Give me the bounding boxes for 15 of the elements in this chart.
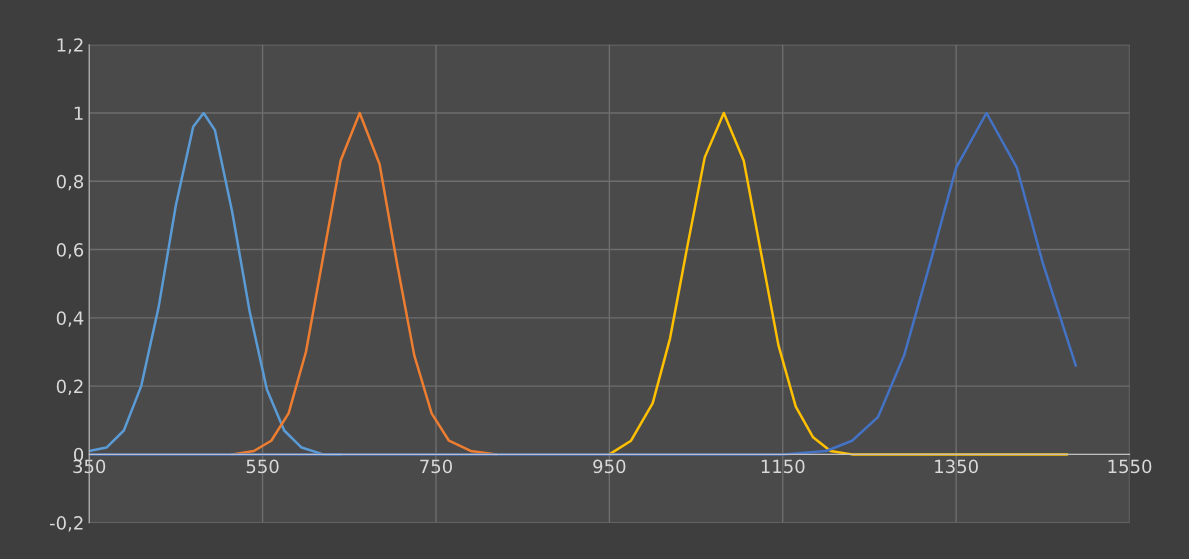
y-tick-label: 0,8 bbox=[56, 174, 84, 191]
y-tick-label: 0,6 bbox=[56, 243, 84, 259]
y-tick-label: 1,2 bbox=[57, 38, 83, 54]
line-series bbox=[89, 111, 1078, 456]
x-tick-label: 1550 bbox=[1108, 459, 1152, 474]
y-tick-label: 0,2 bbox=[56, 379, 83, 396]
x-tick-label: 750 bbox=[420, 459, 452, 474]
y-tick-label: 0,4 bbox=[56, 311, 84, 327]
x-tick-label: 1350 bbox=[935, 459, 978, 474]
y-tick-label: 1 bbox=[74, 106, 83, 120]
x-tick-label: 550 bbox=[246, 459, 279, 474]
x-tick-label: 1150 bbox=[761, 459, 805, 474]
x-tick-label: 950 bbox=[593, 459, 626, 474]
y-tick-label: -0,2 bbox=[49, 516, 83, 532]
line-series bbox=[608, 111, 1069, 456]
